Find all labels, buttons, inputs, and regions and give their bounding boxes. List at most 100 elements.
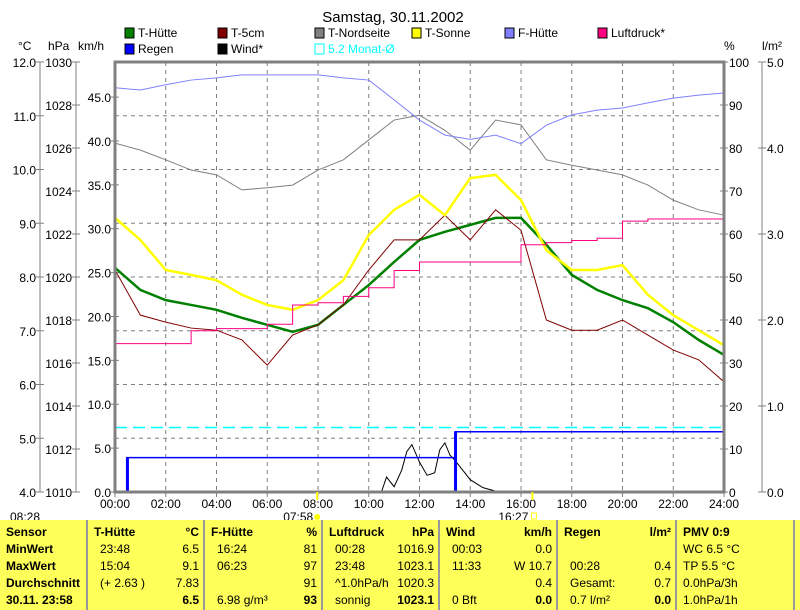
weather-chart: Samstag, 30.11.2002 T-Hütte T-5cm T-Nordse… [10, 9, 784, 520]
tick-label-rain: 0.0 [767, 486, 784, 500]
tick-label-percent: 20 [729, 400, 743, 414]
table-cell: 11:33 [452, 559, 482, 573]
table-header: PMV 0:9 [683, 525, 730, 539]
table-column: PMV 0:9 WC 6.5 °C TP 5.5 °C 0.0hPa/3h 1.0hPa… [677, 520, 795, 610]
tick-label-kmh: 25.0 [88, 267, 112, 281]
sunset-label: 16:27 [498, 510, 528, 520]
table-header: °C [185, 525, 199, 539]
table-column: Regen l/m² 00:28 0.4 Gesamt: 0.7 0.7 l/m² 0.0 [558, 520, 677, 610]
tick-label-x: 14:00 [455, 497, 485, 511]
tick-label-x: 24:00 [709, 497, 739, 511]
table-cell: 91 [303, 576, 317, 590]
tick-label-percent: 90 [729, 99, 743, 113]
tick-label-celsius: 4.0 [19, 486, 36, 500]
tick-label-kmh: 0.0 [94, 486, 111, 500]
sun-icon [314, 514, 321, 520]
table-header: Sensor [6, 525, 47, 539]
table-cell: 30.11. 23:58 [6, 593, 73, 607]
tick-label-percent: 60 [729, 228, 743, 242]
legend-swatch [124, 43, 135, 55]
legend-label: Regen [138, 42, 173, 56]
time-left-label: 08:28 [10, 510, 40, 520]
table-cell: MinWert [6, 542, 54, 556]
legend-swatch [314, 43, 325, 55]
table-cell: W 10.7 [513, 559, 552, 573]
tick-label-percent: 80 [729, 142, 743, 156]
axis-label-celsius: °C [18, 39, 32, 53]
rain-bar [454, 431, 458, 492]
table-cell: 00:28 [570, 559, 601, 573]
legend-swatch [411, 27, 422, 39]
tick-label-hpa: 1028 [45, 99, 72, 113]
chart-title: Samstag, 30.11.2002 [322, 9, 464, 26]
tick-label-x: 08:00 [303, 497, 333, 511]
tick-label-hpa: 1026 [45, 142, 72, 156]
table-header: F-Hütte [211, 525, 253, 539]
table-cell: 6.5 [182, 593, 199, 607]
tick-label-celsius: 10.0 [13, 164, 37, 178]
tick-label-x: 10:00 [354, 497, 384, 511]
table-cell: 0.0 [535, 542, 552, 556]
tick-label-x: 16:00 [506, 497, 536, 511]
table-cell: 0 Bft [452, 593, 477, 607]
table-cell: 23:48 [335, 559, 366, 573]
tick-label-x: 04:00 [201, 497, 231, 511]
tick-label-hpa: 1016 [45, 357, 72, 371]
legend-swatch [217, 27, 228, 39]
legend-label: 5.2 Monat-Ø [328, 42, 395, 56]
table-cell: Gesamt: [570, 576, 616, 590]
table-cell: 0.7 [654, 576, 671, 590]
tick-label-kmh: 10.0 [88, 398, 112, 412]
table-header: Luftdruck [329, 525, 385, 539]
tick-label-hpa: 1030 [45, 56, 72, 70]
table-cell: 23:48 [100, 542, 131, 556]
tick-label-x: 02:00 [151, 497, 181, 511]
table-cell: 9.1 [182, 559, 199, 573]
tick-label-celsius: 11.0 [14, 110, 37, 124]
axis-label-kmh: km/h [78, 39, 104, 53]
table-cell: 1020.3 [397, 576, 434, 590]
series-line-f-h-tte [114, 74, 725, 145]
table-cell: 00:28 [335, 542, 366, 556]
tick-label-celsius: 12.0 [13, 56, 37, 70]
legend-swatch [124, 27, 135, 39]
table-header: Regen [564, 525, 601, 539]
tick-label-rain: 3.0 [767, 228, 784, 242]
table-cell: ^1.0hPa/h [335, 576, 389, 590]
table-cell: 0.0 [535, 593, 552, 607]
series-line-luftdruck [115, 210, 725, 345]
tick-label-kmh: 5.0 [94, 442, 111, 456]
tick-label-hpa: 1018 [45, 314, 72, 328]
tick-label-percent: 10 [729, 443, 743, 457]
table-cell: 93 [303, 593, 317, 607]
table-cell: WC 6.5 °C [683, 542, 740, 556]
legend: T-Hütte T-5cm T-Nordseite T-Sonne F-Hütte Luf… [124, 26, 665, 56]
tick-label-celsius: 9.0 [19, 217, 36, 231]
tick-label-percent: 100 [729, 56, 749, 70]
legend-label: Luftdruck* [611, 26, 665, 40]
table-cell: 00:03 [452, 542, 483, 556]
tick-label-rain: 4.0 [767, 142, 784, 156]
legend-label: T-Nordseite [328, 26, 390, 40]
series-line-wind [115, 441, 724, 493]
table-cell: 0.4 [535, 576, 552, 590]
table-cell: 81 [303, 542, 317, 556]
axis-label-hpa: hPa [48, 39, 70, 53]
table-cell: 16:24 [217, 542, 248, 556]
table-cell: 7.83 [175, 576, 199, 590]
legend-swatch [597, 27, 608, 39]
table-cell: (+ 2.63 ) [100, 576, 146, 590]
table-header: T-Hütte [94, 525, 136, 539]
series-line-t-sonne [114, 173, 725, 347]
table-cell: 0.0 [654, 593, 671, 607]
table-header: km/h [523, 525, 552, 539]
table-cell: sonnig [335, 593, 371, 607]
tick-label-rain: 5.0 [767, 56, 784, 70]
table-header: % [306, 525, 317, 539]
series-line-t-nordseite [114, 114, 725, 216]
tick-label-x: 00:00 [100, 497, 130, 511]
tick-label-percent: 30 [729, 357, 743, 371]
tick-label-kmh: 15.0 [88, 354, 112, 368]
legend-label: F-Hütte [518, 26, 558, 40]
table-column: Wind km/h 00:03 0.0 11:33 W 10.7 0.4 0 Bft 0.0 [440, 520, 558, 610]
